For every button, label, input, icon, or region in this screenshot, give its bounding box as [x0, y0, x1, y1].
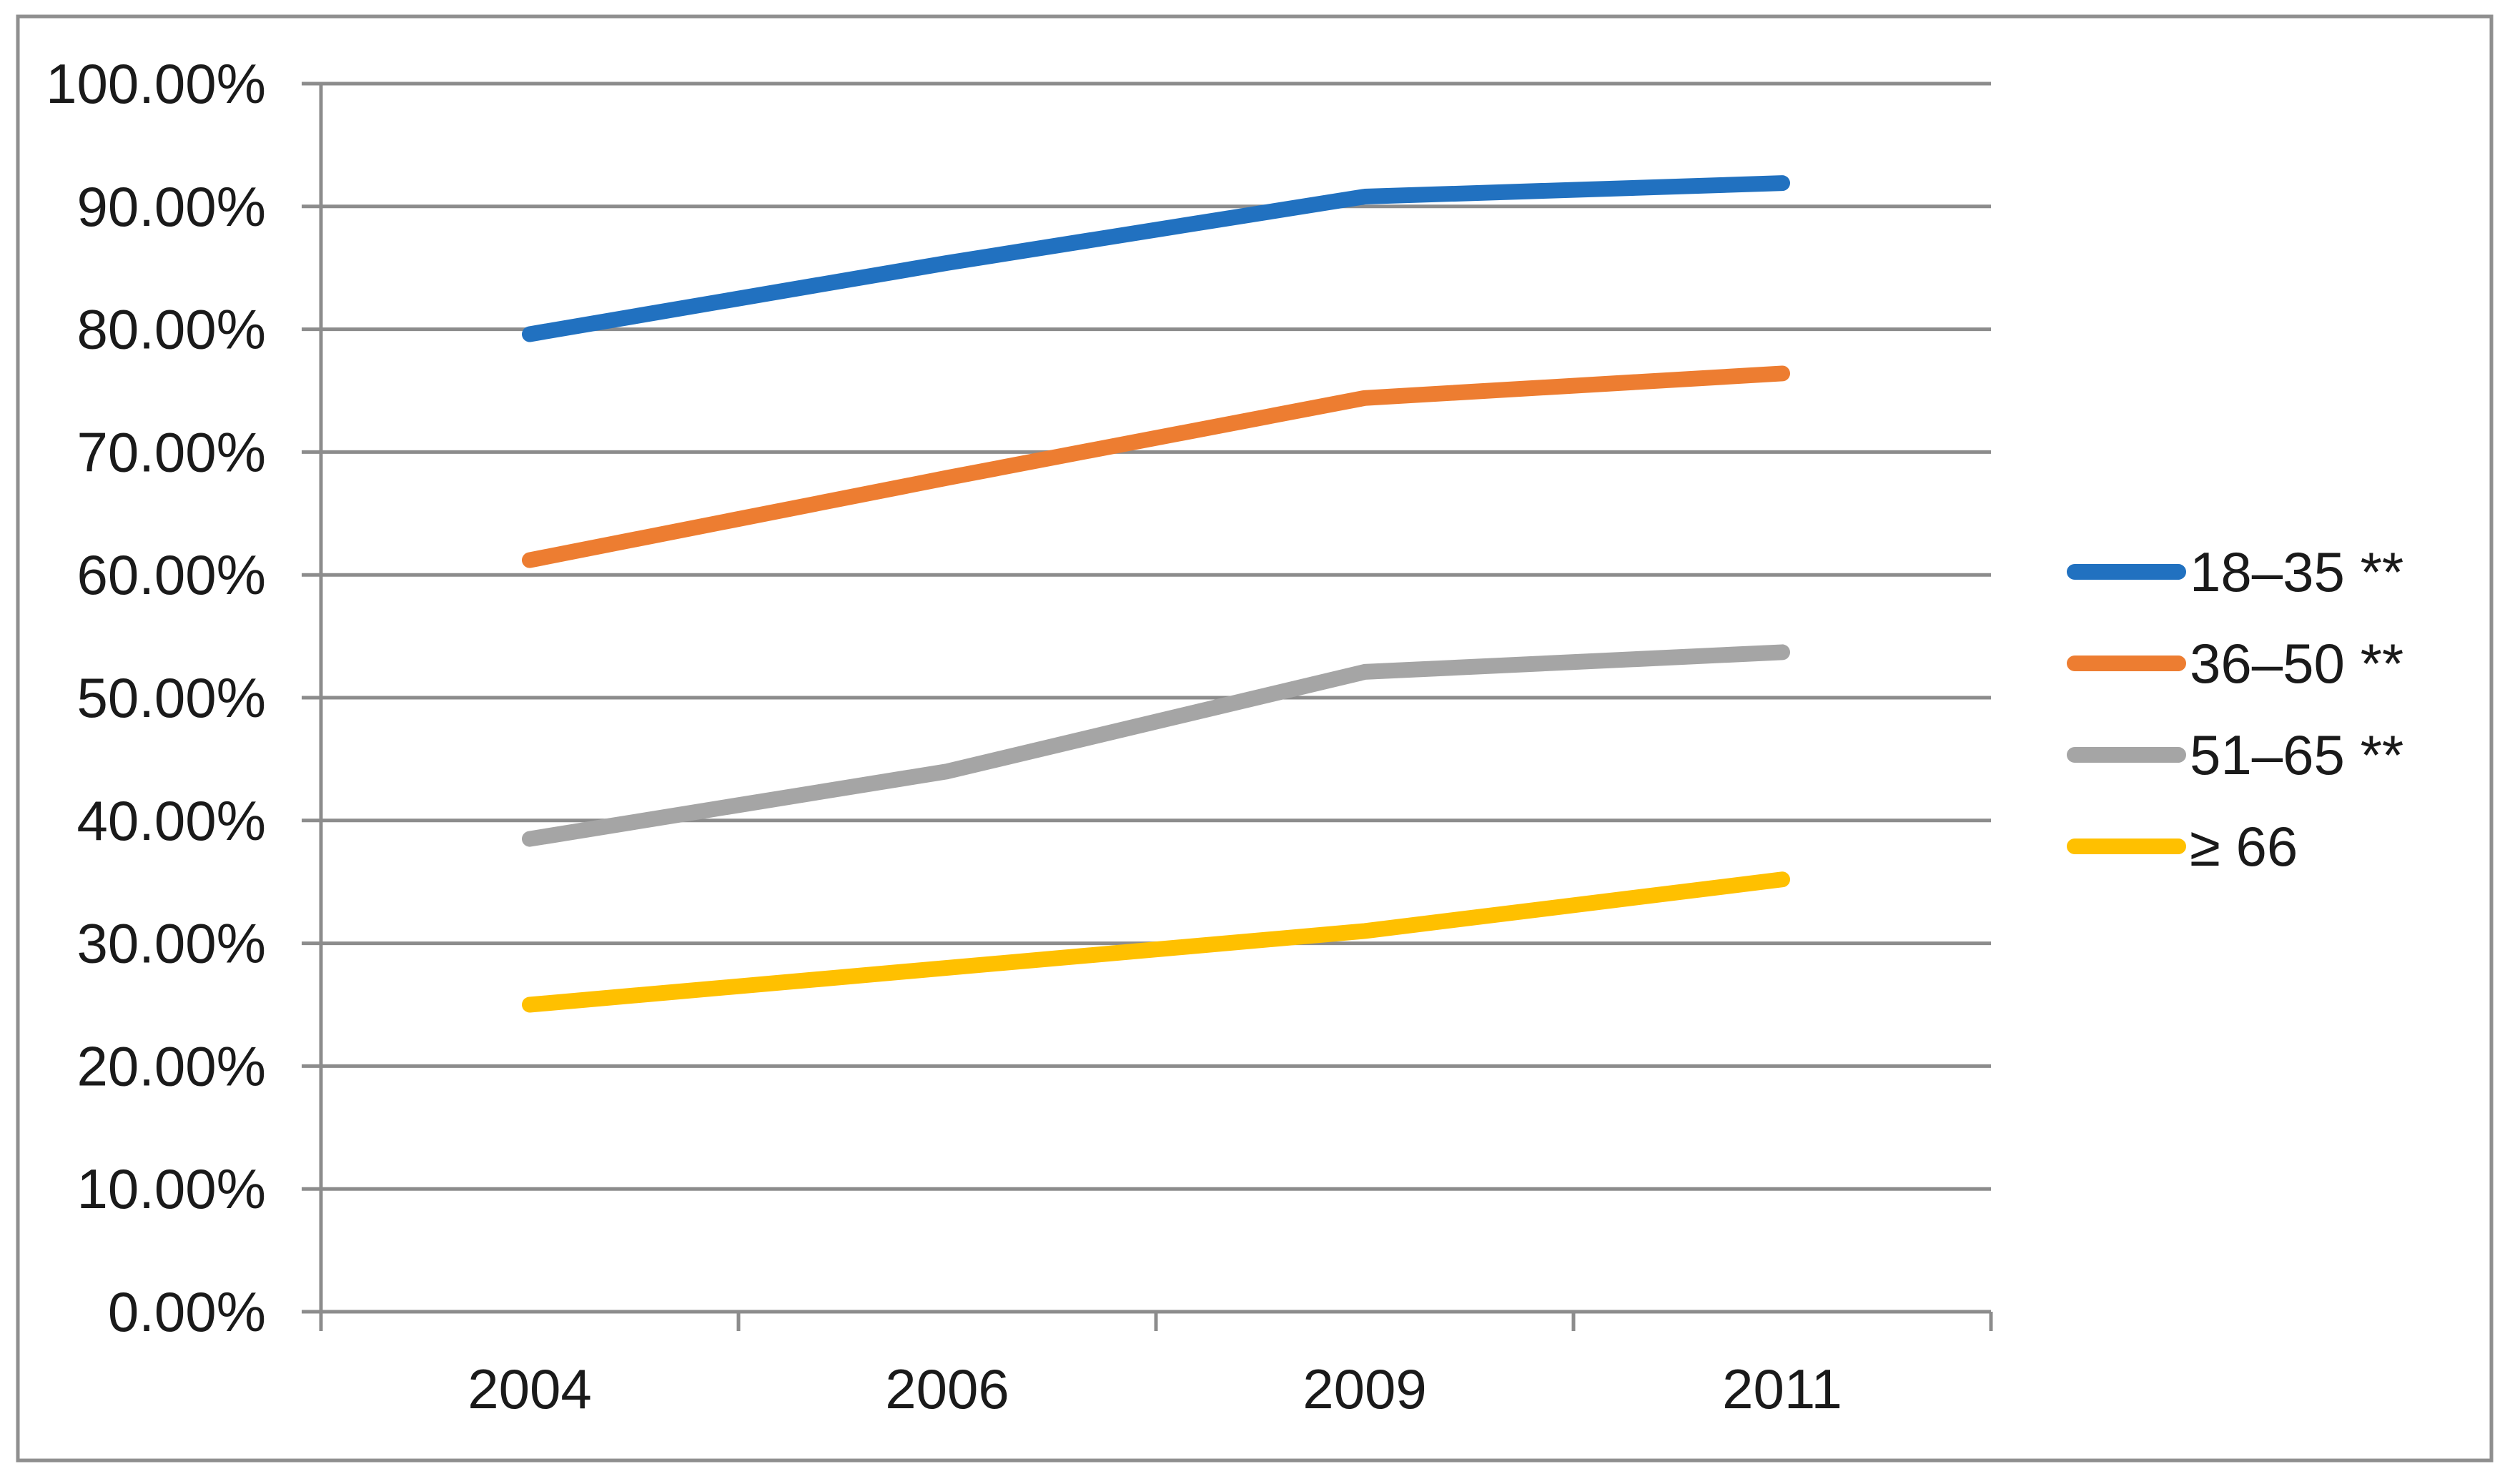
y-tick-label-30: 30.00%	[76, 912, 266, 975]
y-tick-label-100: 100.00%	[46, 52, 266, 115]
y-tick-label-80: 80.00%	[76, 298, 266, 361]
y-tick-label-10: 10.00%	[76, 1157, 266, 1220]
legend-label-66: ≥ 66	[2190, 815, 2298, 878]
x-tick-label-2009: 2009	[1303, 1357, 1427, 1420]
y-tick-label-70: 70.00%	[76, 420, 266, 483]
x-tick-label-2004: 2004	[468, 1357, 592, 1420]
y-tick-label-20: 20.00%	[76, 1034, 266, 1097]
legend-label-36-50: 36–50 **	[2190, 632, 2403, 695]
y-tick-label-50: 50.00%	[76, 666, 266, 729]
series-line-66	[522, 871, 1790, 1013]
legend-label-51-65: 51–65 **	[2190, 723, 2403, 786]
chart-border	[16, 14, 2494, 1463]
y-tick-label-90: 90.00%	[76, 175, 266, 238]
series-line-18-35	[522, 175, 1790, 342]
series-line-36-50	[522, 365, 1790, 568]
legend-label-18-35: 18–35 **	[2190, 540, 2403, 603]
x-tick-label-2006: 2006	[885, 1357, 1009, 1420]
y-tick-label-40: 40.00%	[76, 789, 266, 852]
y-tick-label-0: 0.00%	[108, 1280, 266, 1343]
y-tick-label-60: 60.00%	[76, 543, 266, 606]
x-tick-label-2011: 2011	[1722, 1357, 1842, 1420]
series-line-51-65	[522, 644, 1790, 847]
